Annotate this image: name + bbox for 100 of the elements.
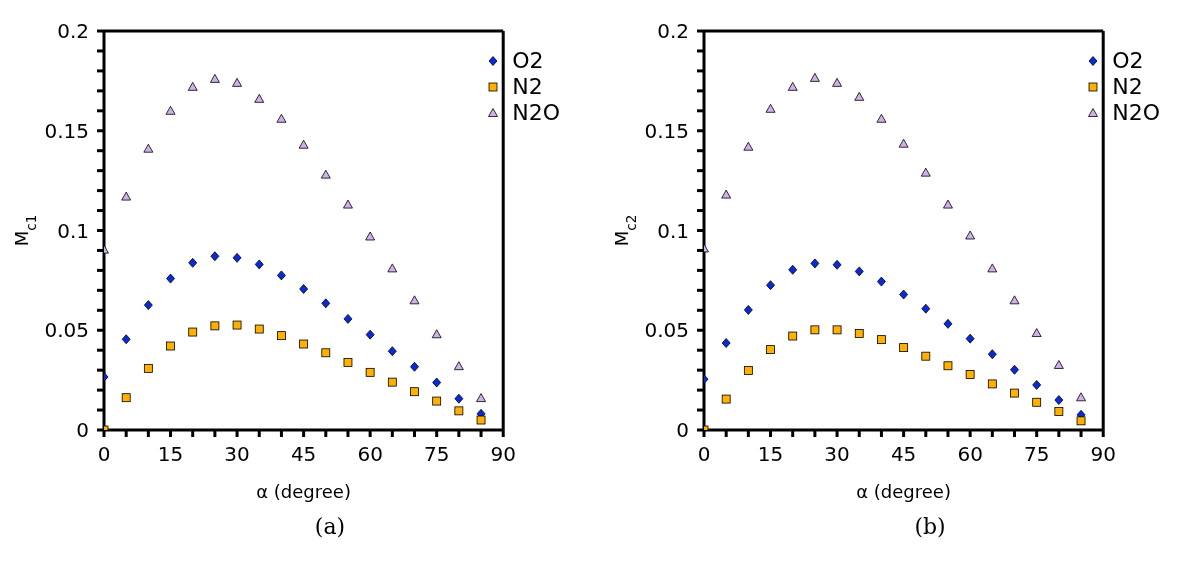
legend-label: N2O xyxy=(1112,100,1160,126)
point xyxy=(898,138,909,148)
point xyxy=(210,251,220,262)
x-axis-title: α (degree) xyxy=(856,481,951,502)
text: (a) xyxy=(313,514,347,539)
point xyxy=(121,393,131,403)
point xyxy=(721,338,731,348)
point xyxy=(1053,360,1064,369)
point xyxy=(343,357,353,367)
point xyxy=(321,298,331,309)
point xyxy=(365,367,375,377)
point xyxy=(832,259,842,270)
x-tick-label: 30 xyxy=(824,442,850,467)
y-tick-label: 0.1 xyxy=(57,218,89,243)
point xyxy=(343,313,353,324)
point xyxy=(1054,407,1064,416)
point xyxy=(1031,328,1042,337)
point xyxy=(1076,392,1086,402)
point xyxy=(766,345,775,354)
point xyxy=(166,273,175,284)
point xyxy=(920,167,931,177)
point xyxy=(453,361,464,371)
point xyxy=(832,77,842,87)
y-tick-label: 0.05 xyxy=(44,318,89,343)
point xyxy=(187,81,198,91)
legend-label: N2 xyxy=(1112,74,1143,100)
point xyxy=(232,77,242,87)
point xyxy=(454,393,464,404)
x-tick-label: 45 xyxy=(890,442,917,467)
point xyxy=(743,141,754,151)
point xyxy=(743,366,753,375)
point xyxy=(166,341,175,351)
point xyxy=(299,284,309,294)
legend-label: N2 xyxy=(512,74,543,100)
point xyxy=(899,343,909,353)
point xyxy=(365,329,375,340)
point xyxy=(877,335,886,345)
point xyxy=(809,72,820,82)
point xyxy=(232,252,242,263)
point xyxy=(854,266,864,277)
point xyxy=(788,331,798,341)
point xyxy=(899,289,909,300)
point xyxy=(721,394,731,404)
y-tick-label: 0 xyxy=(76,418,89,443)
point xyxy=(766,280,775,291)
point xyxy=(343,199,353,209)
point xyxy=(410,387,419,397)
x-tick-label: 30 xyxy=(224,442,250,467)
point xyxy=(232,320,242,330)
y-tick-label: 0 xyxy=(676,418,689,443)
legend-label: N2O xyxy=(512,100,560,126)
point xyxy=(209,73,220,83)
x-axis-title: α (degree) xyxy=(256,481,351,502)
point xyxy=(943,199,953,209)
y-tick-label: 0.15 xyxy=(44,118,89,143)
point xyxy=(721,189,732,199)
x-tick-label: 90 xyxy=(490,442,516,467)
point xyxy=(1054,395,1064,405)
point xyxy=(788,264,798,275)
point xyxy=(143,363,153,373)
point xyxy=(476,415,486,425)
point xyxy=(432,396,442,406)
text: (b) xyxy=(913,514,947,539)
point xyxy=(1076,416,1086,426)
point xyxy=(921,351,931,361)
point xyxy=(320,169,331,179)
point xyxy=(943,318,953,329)
point xyxy=(1010,364,1019,375)
legend-label: O2 xyxy=(1112,48,1144,74)
point xyxy=(987,263,998,273)
point xyxy=(810,258,820,269)
point xyxy=(165,105,176,115)
point xyxy=(321,348,331,358)
point xyxy=(188,257,198,268)
y-tick-label: 0.05 xyxy=(644,318,689,343)
point xyxy=(1010,388,1019,398)
point xyxy=(1032,380,1042,390)
point xyxy=(1009,295,1020,305)
point xyxy=(1032,397,1042,407)
point xyxy=(121,191,132,201)
x-tick-label: 75 xyxy=(1023,442,1050,467)
point xyxy=(143,143,154,153)
point xyxy=(254,93,265,103)
point xyxy=(387,377,397,387)
point xyxy=(277,331,286,341)
point xyxy=(476,393,486,402)
y-tick-label: 0.1 xyxy=(657,218,689,243)
point xyxy=(965,230,976,240)
point xyxy=(276,113,287,123)
point xyxy=(765,103,776,113)
point xyxy=(854,329,864,338)
y-tick-label: 0.2 xyxy=(57,19,89,44)
point xyxy=(877,276,886,287)
point xyxy=(121,334,131,345)
x-tick-label: 75 xyxy=(423,442,450,467)
point xyxy=(431,329,442,339)
point xyxy=(365,231,376,241)
point xyxy=(854,91,865,101)
x-tick-label: 60 xyxy=(957,442,983,467)
point xyxy=(143,300,153,311)
